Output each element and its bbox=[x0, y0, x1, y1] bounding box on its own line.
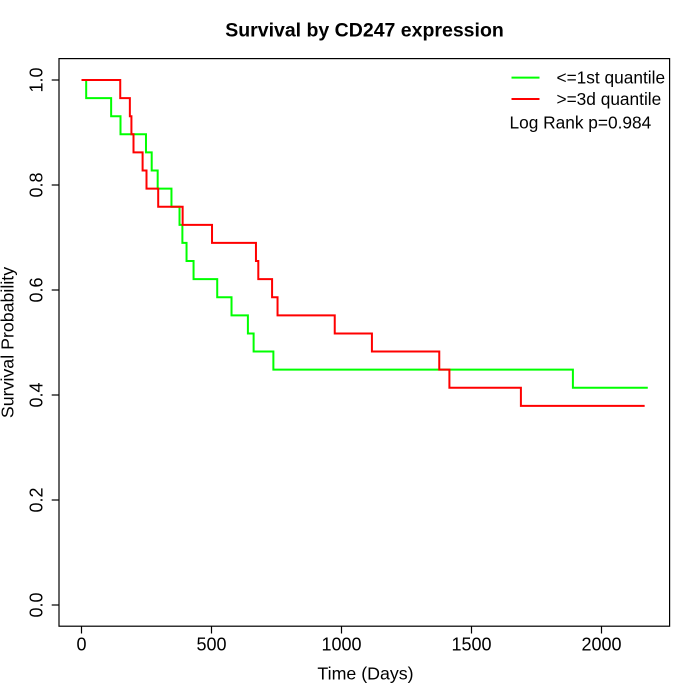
y-tick-label: 0.0 bbox=[27, 592, 47, 617]
km-curve-low-quantile bbox=[81, 79, 648, 389]
x-tick-label: 2000 bbox=[581, 634, 621, 654]
legend: <=1st quantile >=3d quantile Log Rank p=… bbox=[510, 68, 666, 133]
x-axis-ticks: 0 500 1000 1500 2000 bbox=[76, 626, 622, 654]
log-rank-pvalue: Log Rank p=0.984 bbox=[510, 112, 652, 132]
x-tick-label: 0 bbox=[76, 634, 86, 654]
plot-title: Survival by CD247 expression bbox=[225, 20, 504, 42]
km-curve-high-quantile bbox=[81, 79, 645, 407]
y-tick-label: 0.2 bbox=[27, 487, 47, 512]
y-tick-label: 0.4 bbox=[27, 382, 47, 407]
legend-label-low-quantile: <=1st quantile bbox=[557, 68, 666, 88]
y-tick-label: 1.0 bbox=[27, 67, 47, 92]
y-axis-title: Survival Probability bbox=[0, 267, 18, 418]
y-tick-label: 0.6 bbox=[27, 277, 47, 302]
y-tick-label: 0.8 bbox=[27, 172, 47, 197]
x-tick-label: 1500 bbox=[451, 634, 491, 654]
survival-curves bbox=[81, 79, 648, 407]
x-axis-title: Time (Days) bbox=[317, 663, 413, 683]
plot-box bbox=[58, 57, 671, 627]
x-tick-label: 1000 bbox=[321, 634, 361, 654]
x-tick-label: 500 bbox=[196, 634, 226, 654]
legend-label-high-quantile: >=3d quantile bbox=[557, 89, 662, 109]
y-axis-ticks: 0.0 0.2 0.4 0.6 0.8 1.0 bbox=[27, 67, 59, 618]
